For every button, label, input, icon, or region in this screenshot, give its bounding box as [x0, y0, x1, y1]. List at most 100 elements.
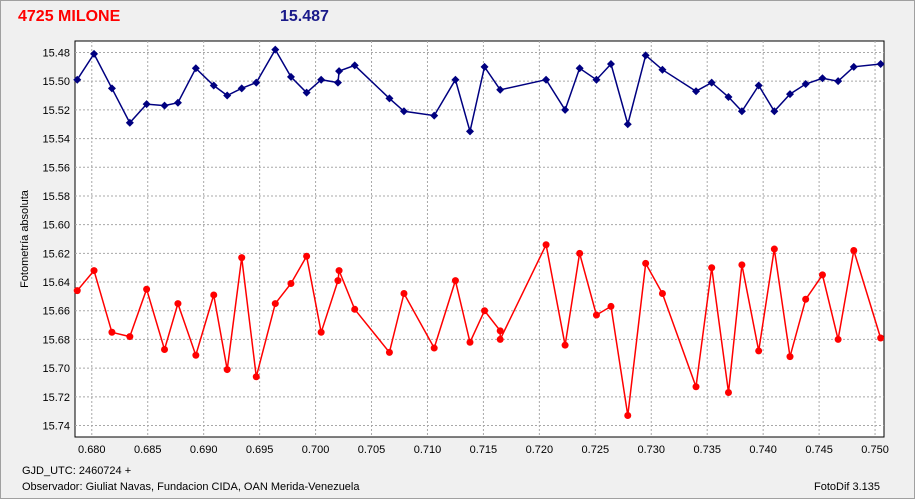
data-point [191, 64, 200, 73]
data-point [334, 277, 342, 285]
data-point [173, 98, 182, 107]
data-point [754, 81, 763, 90]
data-point [561, 341, 569, 349]
y-tick-label: 15.64 [42, 277, 70, 289]
data-point [271, 300, 279, 308]
x-tick-label: 0.680 [78, 444, 106, 456]
data-point [818, 271, 826, 279]
x-tick-label: 0.710 [414, 444, 442, 456]
x-tick-label: 0.735 [693, 444, 721, 456]
data-point [160, 101, 169, 110]
data-point [174, 300, 182, 308]
data-point [223, 366, 231, 374]
data-point [209, 81, 218, 90]
data-point [143, 285, 151, 293]
data-point [271, 45, 280, 54]
y-axis-ticks: 15.48 15.50 15.52 15.54 15.56 15.58 15.60 15.62… [42, 47, 70, 432]
data-point [606, 59, 615, 68]
data-point [592, 75, 601, 84]
x-tick-label: 0.750 [861, 444, 889, 456]
data-point [724, 92, 733, 101]
data-point [801, 80, 810, 89]
y-tick-label: 15.62 [42, 248, 70, 260]
data-point [786, 90, 795, 99]
data-point [607, 302, 615, 310]
data-point [192, 351, 200, 359]
data-point [466, 338, 474, 346]
gjd-label: GJD_UTC: 2460724 + [22, 465, 132, 477]
data-point [624, 411, 632, 419]
data-point [786, 353, 794, 361]
data-point [108, 328, 116, 336]
x-tick-label: 0.705 [358, 444, 386, 456]
y-tick-label: 15.58 [42, 191, 70, 203]
x-tick-label: 0.695 [246, 444, 274, 456]
data-point [252, 78, 261, 87]
data-point [286, 72, 295, 81]
mean-magnitude: 15.487 [280, 8, 329, 25]
data-point [400, 290, 408, 298]
data-point [849, 62, 858, 71]
data-point [496, 85, 505, 94]
data-point [770, 245, 778, 253]
data-point [708, 264, 716, 272]
x-tick-label: 0.700 [302, 444, 330, 456]
data-point [223, 91, 232, 100]
y-tick-label: 15.72 [42, 392, 70, 404]
data-point [430, 344, 438, 352]
data-point [430, 111, 439, 120]
data-point [287, 279, 295, 287]
data-point [333, 78, 342, 87]
data-point [658, 290, 666, 298]
data-point [724, 389, 732, 397]
data-point [73, 287, 81, 295]
data-point [465, 127, 474, 136]
data-point [237, 84, 246, 93]
data-point [737, 107, 746, 116]
x-tick-label: 0.715 [470, 444, 498, 456]
x-tick-label: 0.730 [637, 444, 665, 456]
data-point [642, 259, 650, 267]
version-label: FotoDif 3.135 [814, 481, 881, 493]
data-point [692, 87, 701, 96]
data-point [335, 267, 343, 275]
data-point [818, 74, 827, 83]
data-point [850, 246, 858, 254]
grid-lines [75, 41, 884, 437]
x-tick-label: 0.685 [134, 444, 162, 456]
data-point [317, 75, 326, 84]
data-point [834, 335, 842, 343]
data-point [142, 100, 151, 109]
data-point [834, 77, 843, 86]
data-point [302, 88, 311, 97]
data-point [385, 348, 393, 356]
y-axis-label: Fotometría absoluta [19, 189, 31, 288]
y-tick-label: 15.56 [42, 162, 70, 174]
observer-label: Observador: Giuliat Navas, Fundacion CID… [22, 481, 360, 493]
data-point [802, 295, 810, 303]
data-point [623, 120, 632, 129]
data-point [351, 305, 359, 313]
data-point [451, 75, 460, 84]
y-tick-label: 15.68 [42, 334, 70, 346]
x-tick-label: 0.745 [805, 444, 833, 456]
y-tick-label: 15.52 [42, 105, 70, 117]
data-point [658, 65, 667, 74]
plot-area [74, 40, 885, 438]
x-axis-ticks: 0.680 0.685 0.690 0.695 0.700 0.705 0.710 0.715… [78, 444, 889, 456]
series-group [73, 45, 885, 419]
data-point [125, 118, 134, 127]
data-point [161, 345, 169, 353]
data-point [496, 327, 504, 335]
data-point [496, 335, 504, 343]
data-point [707, 78, 716, 87]
data-point [107, 84, 116, 93]
data-point [481, 307, 489, 315]
y-tick-label: 15.48 [42, 47, 70, 59]
y-tick-label: 15.54 [42, 134, 70, 146]
x-tick-label: 0.690 [190, 444, 218, 456]
data-point [641, 51, 650, 60]
data-point [252, 373, 260, 381]
data-point [542, 241, 550, 249]
